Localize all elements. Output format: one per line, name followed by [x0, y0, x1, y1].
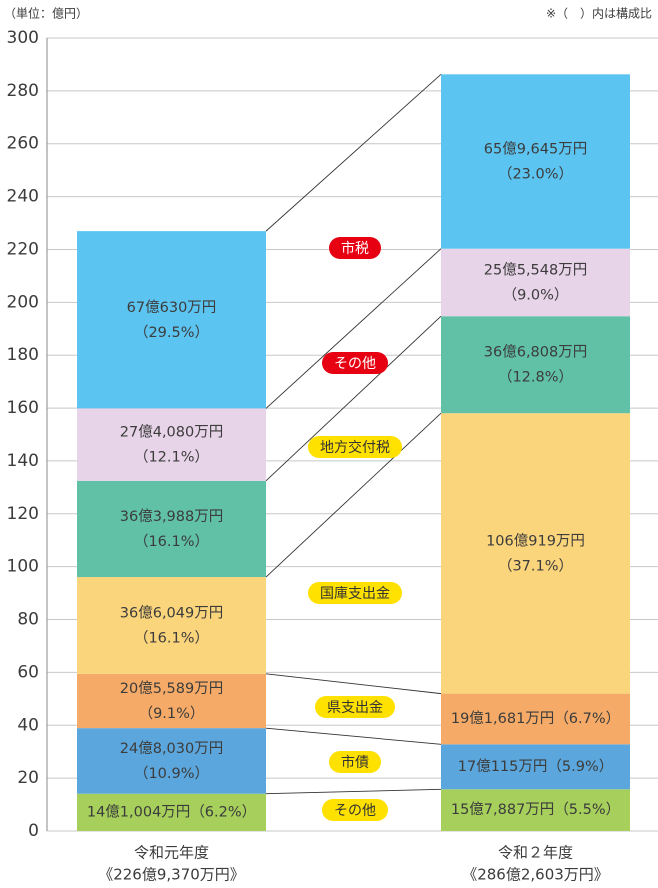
connector-line	[265, 73, 442, 232]
y-tick-label: 240	[7, 187, 39, 207]
bar-segment	[77, 480, 266, 578]
value-label: 17億115万円	[458, 758, 548, 775]
share-label: （23.0%）	[498, 166, 573, 183]
bar-segment	[77, 577, 266, 674]
bar-segment	[77, 408, 266, 481]
bar-segment	[441, 413, 630, 694]
badge	[322, 352, 388, 374]
bar-segment	[441, 316, 630, 414]
connector-line	[265, 412, 442, 578]
y-tick-label: 160	[7, 398, 39, 418]
badge	[308, 436, 402, 458]
y-tick-label: 80	[17, 610, 39, 630]
share-label: （29.5%）	[134, 324, 209, 341]
bar-segment	[441, 74, 630, 249]
share-label: （5.5%）	[554, 801, 620, 818]
value-label: 65億9,645万円	[484, 141, 587, 158]
y-tick-label: 100	[7, 557, 39, 577]
connector-line	[265, 315, 442, 482]
share-note: ※（ ）内は構成比	[546, 7, 652, 21]
share-label: （9.1%）	[139, 705, 205, 722]
connector-line	[265, 248, 442, 409]
value-label: 36億6,808万円	[484, 344, 587, 361]
badge	[329, 237, 381, 259]
bar-segment	[77, 673, 266, 729]
legend-label: その他	[334, 356, 376, 372]
segment-label: 14億1,004万円（6.2%）	[87, 803, 256, 820]
legend-label: 市債	[341, 754, 369, 771]
bar-segment	[77, 231, 266, 409]
y-tick-label: 140	[7, 451, 39, 471]
legend-label: 県支出金	[327, 700, 383, 716]
connector-line	[265, 673, 442, 695]
connector-line	[265, 727, 442, 745]
value-label: 25億5,548万円	[484, 261, 587, 278]
y-tick-label: 280	[7, 81, 39, 101]
legend-label: 市税	[341, 240, 369, 257]
value-label: 20億5,589万円	[120, 680, 223, 697]
total-label: 《286億2,603万円》	[462, 866, 609, 884]
y-tick-label: 260	[7, 134, 39, 154]
y-tick-label: 200	[7, 292, 39, 312]
y-tick-label: 120	[7, 504, 39, 524]
value-label: 19億1,681万円	[451, 710, 554, 727]
value-label: 36億6,049万円	[120, 604, 223, 621]
share-label: （6.2%）	[190, 803, 256, 820]
y-tick-label: 60	[17, 662, 39, 682]
y-tick-label: 300	[7, 28, 39, 48]
legend-label: その他	[334, 803, 376, 819]
value-label: 24億8,030万円	[120, 740, 223, 757]
value-label: 67億630万円	[127, 299, 217, 316]
y-tick-label: 40	[17, 715, 39, 735]
share-label: （37.1%）	[498, 557, 573, 574]
segment-label: 17億115万円（5.9%）	[458, 758, 613, 775]
connector-line	[265, 788, 442, 795]
share-label: （9.0%）	[503, 286, 569, 303]
share-label: （12.8%）	[498, 369, 573, 386]
share-label: （10.9%）	[134, 765, 209, 782]
value-label: 15億7,887万円	[451, 801, 554, 818]
value-label: 27億4,080万円	[120, 424, 223, 441]
category-label: 令和元年度	[134, 844, 209, 862]
unit-note: （単位：億円）	[4, 6, 88, 21]
bar-segment	[77, 793, 266, 831]
share-label: （6.7%）	[554, 710, 620, 727]
y-tick-label: 180	[7, 345, 39, 365]
y-tick-label: 20	[17, 768, 39, 788]
badge	[322, 799, 388, 821]
legend-label: 地方交付税	[320, 439, 390, 456]
badge	[329, 751, 381, 773]
bar-segment	[441, 789, 630, 831]
bar-segment	[441, 248, 630, 317]
share-label: （12.1%）	[134, 449, 209, 466]
share-label: （5.9%）	[547, 758, 613, 775]
segment-label: 15億7,887万円（5.5%）	[451, 801, 620, 818]
value-label: 106億919万円	[486, 532, 585, 549]
bar-segment	[77, 728, 266, 794]
segment-label: 19億1,681万円（6.7%）	[451, 710, 620, 727]
badge	[308, 582, 402, 604]
value-label: 14億1,004万円	[87, 803, 190, 820]
y-tick-label: 0	[28, 821, 39, 841]
total-label: 《226億9,370万円》	[98, 866, 245, 884]
share-label: （16.1%）	[134, 629, 209, 646]
category-label: 令和２年度	[498, 844, 573, 862]
legend-label: 国庫支出金	[320, 585, 390, 602]
badge	[315, 696, 395, 718]
y-tick-label: 220	[7, 239, 39, 259]
bar-segment	[441, 693, 630, 745]
value-label: 36億3,988万円	[120, 508, 223, 525]
bar-segment	[441, 744, 630, 790]
share-label: （16.1%）	[134, 533, 209, 550]
